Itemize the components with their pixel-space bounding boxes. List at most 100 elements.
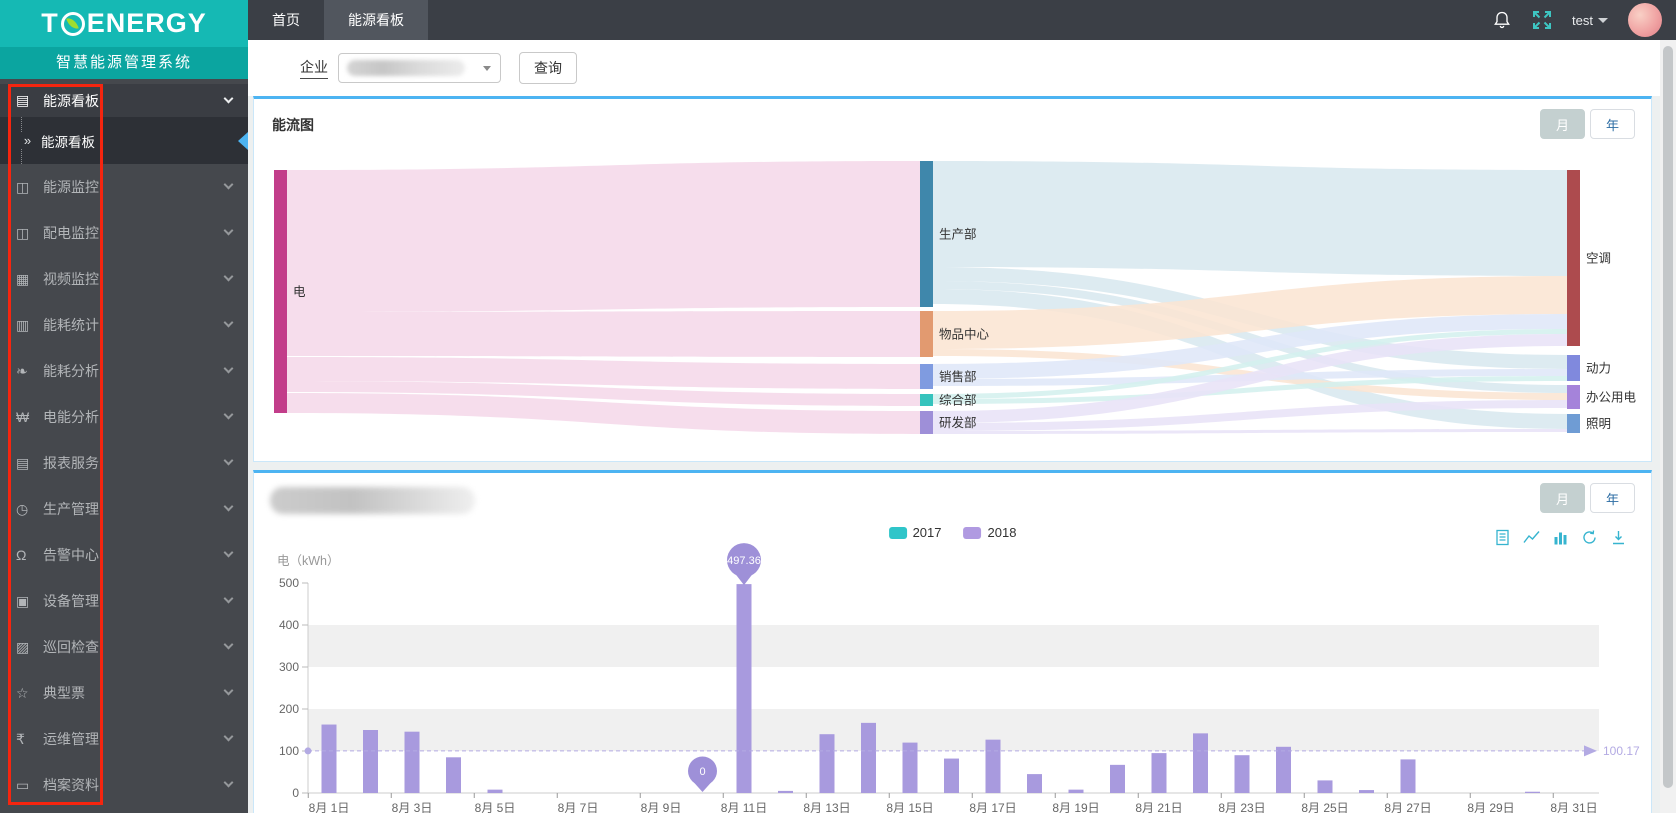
sidebar-item-label: 运维管理 [43, 731, 99, 747]
chart-toolbox [1494, 529, 1627, 546]
month-toggle-button[interactable]: 月 [1540, 483, 1585, 513]
x-tick-label: 8月 9日 [641, 801, 682, 813]
x-tick-label: 8月 11日 [721, 801, 767, 813]
sankey-node[interactable] [1567, 414, 1580, 433]
bar-2018[interactable] [1027, 774, 1042, 793]
sidebar-item[interactable]: ₹ 运维管理 [0, 716, 248, 762]
bar-2018[interactable] [1317, 780, 1333, 793]
bar-2018[interactable] [1400, 759, 1416, 793]
bar-2018[interactable] [321, 724, 337, 793]
scrollbar-thumb[interactable] [1663, 46, 1673, 788]
sankey-link[interactable] [933, 281, 1567, 393]
bell-icon[interactable] [1492, 10, 1512, 30]
bar-2018[interactable] [363, 730, 378, 793]
logo-text-rest: ENERGY [86, 8, 207, 38]
sidebar-item[interactable]: Ω 告警中心 [0, 532, 248, 578]
sankey-link[interactable] [933, 429, 1567, 434]
sankey-node-label: 综合部 [939, 393, 977, 408]
bar-2018[interactable] [446, 757, 461, 793]
sidebar-item[interactable]: ▥ 能耗统计 [0, 302, 248, 348]
sankey-link[interactable] [287, 357, 920, 389]
sidebar-item[interactable]: ❧ 能耗分析 [0, 348, 248, 394]
x-tick-label: 8月 1日 [309, 801, 350, 813]
sidebar-item[interactable]: ₩ 电能分析 [0, 394, 248, 440]
sidebar-item[interactable]: ◷ 生产管理 [0, 486, 248, 532]
tab-home[interactable]: 首页 [272, 12, 300, 28]
brand-logo: T ENERGY [0, 0, 248, 47]
tab-energy-dashboard[interactable]: 能源看板 [324, 0, 428, 40]
min-marker[interactable] [688, 756, 717, 786]
bar-2018[interactable] [1359, 790, 1374, 793]
line-chart-icon[interactable] [1523, 529, 1540, 546]
bar-chart-icon[interactable] [1552, 529, 1569, 546]
query-button[interactable]: 查询 [519, 52, 577, 84]
bar-2018[interactable] [1525, 791, 1540, 793]
sidebar-item[interactable]: ▤ 报表服务 [0, 440, 248, 486]
sidebar-item[interactable]: ▦ 视频监控 [0, 256, 248, 302]
bar-2018[interactable] [487, 789, 503, 793]
sankey-link[interactable] [933, 400, 1567, 431]
user-menu[interactable]: test [1572, 13, 1608, 28]
sankey-link[interactable] [933, 329, 1567, 399]
year-toggle-button[interactable]: 年 [1590, 109, 1635, 139]
refresh-icon[interactable] [1581, 529, 1598, 546]
chevron-down-icon [223, 593, 234, 604]
card-icon: ▭ [16, 776, 30, 793]
sankey-link[interactable] [933, 161, 1567, 276]
sankey-link[interactable] [933, 289, 1567, 429]
sidebar-item[interactable]: ▤ 能源看板 [0, 84, 248, 117]
y-tick-label: 0 [292, 786, 299, 800]
bar-2018[interactable] [1276, 746, 1291, 793]
bar-2018[interactable] [404, 731, 420, 793]
bar-2018[interactable] [1110, 764, 1125, 793]
sankey-node[interactable] [1567, 355, 1580, 381]
bar-2018[interactable] [1193, 733, 1208, 793]
sankey-node[interactable] [920, 411, 933, 434]
sankey-node[interactable] [920, 161, 933, 307]
bar-2018[interactable] [861, 722, 876, 793]
sidebar-item[interactable]: ▣ 设备管理 [0, 578, 248, 624]
fullscreen-icon[interactable] [1532, 10, 1552, 30]
bar-2018[interactable] [778, 790, 793, 793]
sankey-node[interactable] [920, 394, 933, 406]
sankey-node[interactable] [920, 311, 933, 357]
bar-2018[interactable] [1068, 789, 1084, 793]
bar-2018[interactable] [944, 758, 959, 793]
enterprise-select[interactable] [338, 53, 501, 83]
sidebar-item[interactable]: ▨ 巡回检查 [0, 624, 248, 670]
sankey-node[interactable] [1567, 385, 1580, 409]
max-marker[interactable] [727, 543, 761, 578]
sidebar-item[interactable]: ☆ 典型票 [0, 670, 248, 716]
avatar[interactable] [1628, 3, 1662, 37]
sankey-link[interactable] [933, 376, 1567, 404]
data-view-icon[interactable] [1494, 529, 1511, 546]
month-toggle-button[interactable]: 月 [1540, 109, 1585, 139]
sankey-node[interactable] [274, 170, 287, 413]
bar-2018[interactable] [902, 742, 918, 793]
sankey-link[interactable] [287, 161, 920, 312]
sidebar-item[interactable]: ▭ 档案资料 [0, 762, 248, 808]
sankey-link[interactable] [287, 393, 920, 434]
sidebar-item[interactable]: ◫ 能源监控 [0, 164, 248, 210]
bar-2018[interactable] [985, 739, 1001, 793]
bar-2018[interactable] [1234, 755, 1250, 793]
sidebar-subitem[interactable]: » 能源看板 [0, 117, 248, 164]
sankey-link[interactable] [933, 334, 1567, 423]
sankey-node[interactable] [920, 364, 933, 389]
legend-item[interactable]: 2017 [888, 525, 942, 540]
bar-2018[interactable] [819, 734, 835, 793]
bar-2018[interactable] [736, 584, 752, 793]
bar-2018[interactable] [1151, 753, 1167, 793]
sankey-node[interactable] [1567, 170, 1580, 346]
sankey-link[interactable] [933, 314, 1567, 379]
download-icon[interactable] [1610, 529, 1627, 546]
legend-item[interactable]: 2018 [963, 525, 1016, 540]
year-toggle-button[interactable]: 年 [1590, 483, 1635, 513]
sankey-link[interactable] [287, 311, 920, 357]
sankey-link[interactable] [287, 381, 920, 406]
query-bar: 企业 查询 [248, 40, 1676, 96]
select-caret-icon [483, 65, 491, 71]
sankey-link[interactable] [933, 276, 1567, 349]
sidebar-item[interactable]: ◫ 配电监控 [0, 210, 248, 256]
